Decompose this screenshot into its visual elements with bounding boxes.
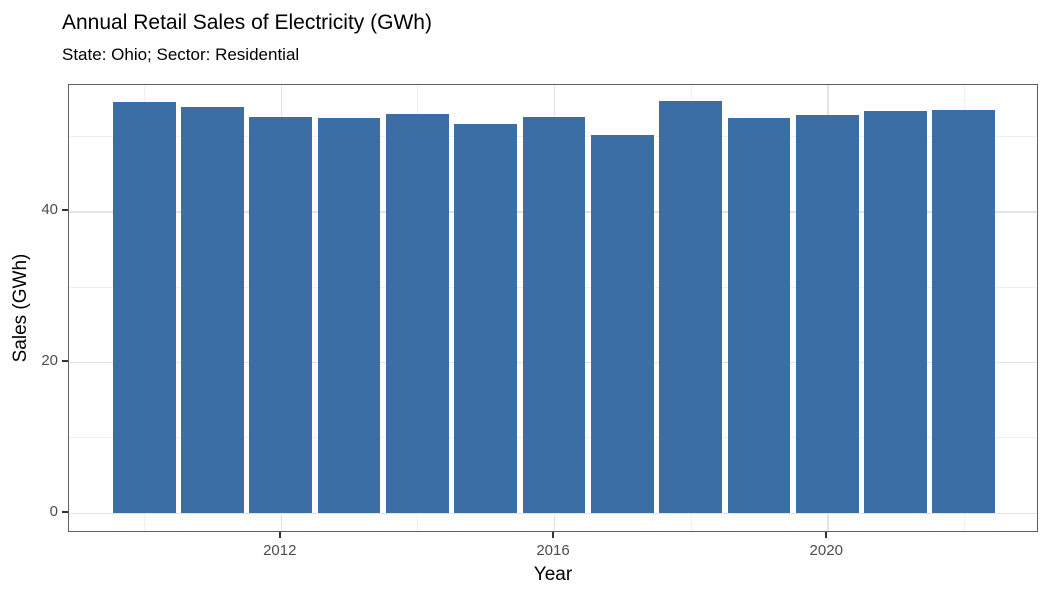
bar-2017	[590, 135, 654, 513]
x-tick-2016	[552, 532, 554, 538]
bar-2014	[385, 113, 449, 513]
y-tick-label-0: 0	[49, 502, 58, 520]
y-tick-0	[62, 510, 68, 513]
bar-2012	[249, 117, 313, 513]
x-tick-label-2016: 2016	[536, 542, 570, 559]
bar-2011	[181, 106, 244, 513]
x-tick-2020	[825, 532, 828, 538]
y-tick-label-20: 20	[41, 352, 58, 370]
chart-subtitle: State: Ohio; Sector: Residential	[62, 45, 300, 64]
bar-2021	[864, 110, 927, 513]
y-axis-title: Sales (GWh)	[10, 253, 31, 363]
plot-panel	[68, 84, 1038, 532]
y-tick-40	[62, 209, 68, 212]
bar-2018	[659, 100, 723, 513]
gridline-y-0	[69, 512, 1037, 515]
bar-2020	[795, 115, 859, 513]
y-tick-label-40: 40	[41, 201, 58, 219]
bar-2010	[112, 101, 176, 513]
x-axis-title: Year	[533, 564, 573, 585]
bar-2015	[454, 124, 518, 513]
x-tick-label-2020: 2020	[809, 542, 843, 559]
bar-2013	[317, 118, 381, 513]
bar-2022	[932, 109, 996, 513]
chart-title: Annual Retail Sales of Electricity (GWh)	[62, 11, 432, 34]
x-tick-2012	[278, 532, 281, 538]
y-tick-20	[62, 360, 68, 363]
bar-2019	[727, 118, 791, 513]
x-tick-label-2012: 2012	[263, 542, 297, 559]
bar-2016	[522, 116, 586, 513]
